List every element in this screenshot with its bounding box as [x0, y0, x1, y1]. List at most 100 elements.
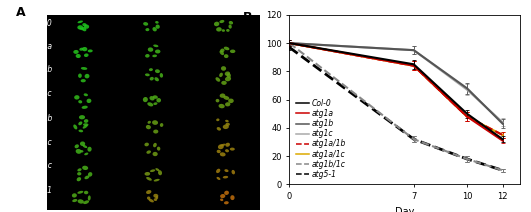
Text: A: A [16, 6, 25, 19]
Ellipse shape [82, 106, 88, 109]
Ellipse shape [84, 119, 88, 123]
Ellipse shape [84, 53, 89, 57]
Ellipse shape [153, 194, 158, 198]
Ellipse shape [78, 25, 83, 29]
Ellipse shape [149, 96, 155, 100]
Ellipse shape [147, 150, 151, 154]
Y-axis label: Chlorophyll content (%): Chlorophyll content (%) [251, 42, 260, 157]
Ellipse shape [224, 54, 228, 58]
Ellipse shape [78, 168, 82, 172]
Ellipse shape [78, 121, 82, 125]
Ellipse shape [150, 77, 154, 81]
Ellipse shape [78, 74, 82, 78]
Text: atg5-1: atg5-1 [28, 186, 53, 195]
Ellipse shape [160, 123, 164, 127]
Ellipse shape [226, 29, 229, 32]
Ellipse shape [218, 144, 224, 149]
Text: Col-0: Col-0 [33, 19, 53, 28]
Ellipse shape [79, 28, 84, 30]
Ellipse shape [232, 170, 235, 174]
Ellipse shape [145, 54, 150, 58]
Ellipse shape [225, 102, 230, 106]
Ellipse shape [80, 141, 85, 146]
Ellipse shape [147, 197, 150, 200]
Ellipse shape [222, 124, 229, 129]
Ellipse shape [88, 172, 92, 177]
Ellipse shape [220, 152, 226, 156]
Ellipse shape [83, 123, 89, 126]
Text: atg1b: atg1b [30, 66, 53, 74]
X-axis label: Day: Day [395, 207, 415, 212]
Ellipse shape [219, 104, 225, 108]
Ellipse shape [216, 169, 220, 173]
Ellipse shape [146, 177, 152, 181]
Ellipse shape [155, 69, 160, 73]
Ellipse shape [217, 150, 221, 153]
Ellipse shape [77, 172, 81, 176]
Ellipse shape [80, 150, 83, 152]
Ellipse shape [160, 73, 163, 78]
Ellipse shape [145, 73, 150, 76]
Ellipse shape [221, 81, 227, 85]
Ellipse shape [225, 143, 230, 147]
Ellipse shape [144, 172, 150, 176]
Ellipse shape [84, 176, 89, 179]
Ellipse shape [75, 54, 81, 58]
Ellipse shape [153, 45, 158, 47]
Ellipse shape [220, 93, 225, 98]
Ellipse shape [148, 47, 153, 52]
Ellipse shape [153, 179, 160, 181]
Ellipse shape [227, 73, 231, 78]
Ellipse shape [216, 27, 222, 32]
Ellipse shape [216, 119, 219, 121]
Ellipse shape [82, 47, 87, 51]
Ellipse shape [157, 147, 160, 151]
Ellipse shape [74, 95, 80, 100]
Ellipse shape [217, 177, 220, 180]
Ellipse shape [87, 99, 91, 103]
Ellipse shape [154, 198, 157, 201]
Ellipse shape [225, 77, 231, 81]
Ellipse shape [230, 50, 235, 53]
Ellipse shape [153, 130, 158, 134]
Ellipse shape [143, 22, 148, 26]
Ellipse shape [84, 93, 88, 96]
Ellipse shape [148, 121, 151, 124]
Ellipse shape [214, 22, 219, 26]
Ellipse shape [220, 49, 225, 52]
Ellipse shape [229, 21, 233, 25]
Ellipse shape [225, 120, 229, 122]
Ellipse shape [155, 77, 159, 81]
Ellipse shape [221, 66, 226, 71]
Ellipse shape [78, 100, 82, 103]
Ellipse shape [225, 169, 228, 172]
Ellipse shape [228, 25, 232, 29]
Ellipse shape [79, 48, 83, 51]
Ellipse shape [224, 191, 229, 195]
Ellipse shape [143, 97, 148, 102]
Ellipse shape [156, 25, 160, 29]
Ellipse shape [220, 194, 225, 198]
Ellipse shape [88, 147, 92, 152]
Ellipse shape [82, 27, 87, 31]
Ellipse shape [155, 21, 159, 24]
Text: atg1b/1c: atg1b/1c [19, 161, 53, 170]
Ellipse shape [219, 50, 224, 55]
Ellipse shape [81, 79, 86, 82]
Ellipse shape [153, 143, 157, 147]
Ellipse shape [84, 74, 89, 78]
Ellipse shape [223, 176, 228, 179]
Ellipse shape [147, 102, 153, 106]
Ellipse shape [156, 98, 161, 103]
Ellipse shape [78, 191, 83, 194]
Ellipse shape [76, 149, 82, 154]
Ellipse shape [226, 123, 230, 126]
Ellipse shape [81, 67, 87, 70]
Ellipse shape [84, 25, 89, 29]
Ellipse shape [216, 77, 220, 82]
Ellipse shape [216, 99, 219, 102]
Ellipse shape [217, 127, 221, 131]
Text: 12day: 12day [207, 6, 235, 15]
Ellipse shape [220, 144, 226, 146]
Ellipse shape [224, 201, 229, 204]
